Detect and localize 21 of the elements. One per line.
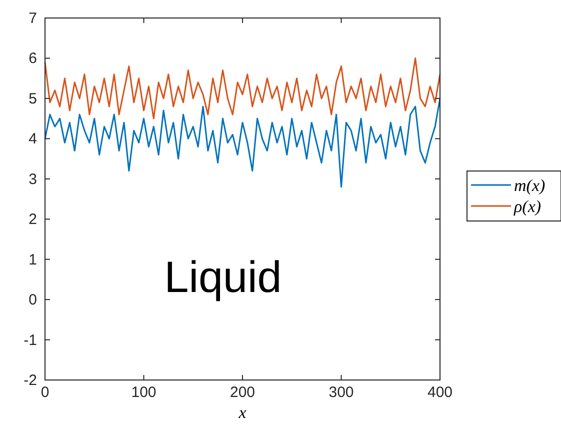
legend-label: ρ(x) [513, 197, 542, 216]
line-series [44, 98, 441, 188]
y-tick-label: 7 [28, 10, 37, 27]
y-tick-label: -1 [24, 332, 37, 349]
x-tick-label: 300 [328, 384, 354, 401]
y-tick-label: 2 [28, 211, 37, 228]
x-axis-title: x [238, 403, 247, 422]
y-tick-label: 0 [28, 292, 37, 309]
y-tick-label: -2 [24, 372, 37, 389]
y-tick-label: 6 [28, 50, 37, 68]
legend-label: m(x) [514, 176, 546, 195]
y-tick-label: 4 [28, 130, 37, 148]
x-tick-label: 200 [230, 384, 256, 401]
y-tick-label: 1 [28, 251, 37, 268]
x-tick-label: 100 [131, 384, 156, 401]
y-tick-label: 5 [28, 90, 37, 108]
x-tick-label: 0 [40, 384, 50, 401]
annotation: Liquid [164, 253, 282, 302]
line-series [44, 57, 441, 120]
x-tick-label: 400 [427, 384, 453, 401]
y-tick-label: 3 [28, 170, 37, 188]
